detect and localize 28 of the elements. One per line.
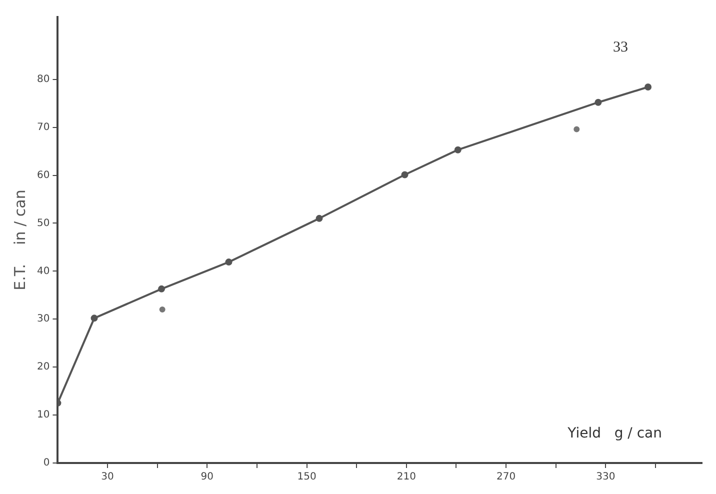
x-axis-title: Yield g / can [566, 426, 662, 442]
annotation: 33 [613, 39, 628, 56]
y-tick-label: 50 [36, 218, 50, 229]
y-tick-label: 40 [36, 266, 50, 277]
point [225, 258, 232, 266]
point [454, 146, 462, 154]
point [158, 285, 166, 292]
x-tick-label: 90 [200, 472, 214, 483]
x-tick-label: 30 [101, 472, 114, 483]
x-tick-label: 330 [596, 472, 616, 483]
x-tick-label: 270 [496, 472, 516, 483]
y-axis-title: E.T. in / can [10, 190, 29, 290]
x-tick-label: 210 [396, 472, 416, 483]
point [159, 306, 166, 313]
point [574, 126, 580, 132]
y-tick-label: 60 [36, 170, 50, 181]
y-tick-label: 70 [36, 122, 50, 133]
y-tick-label: 30 [36, 314, 50, 325]
y-tick-label: 20 [36, 362, 50, 373]
point [644, 84, 652, 91]
point [594, 98, 602, 106]
y-tick-label: 80 [36, 74, 50, 85]
x-tick-label: 150 [297, 472, 316, 483]
point [316, 214, 323, 222]
point [90, 314, 98, 322]
point [401, 171, 408, 178]
y-tick-label: 10 [36, 410, 50, 421]
y-tick-label: 0 [43, 458, 50, 469]
